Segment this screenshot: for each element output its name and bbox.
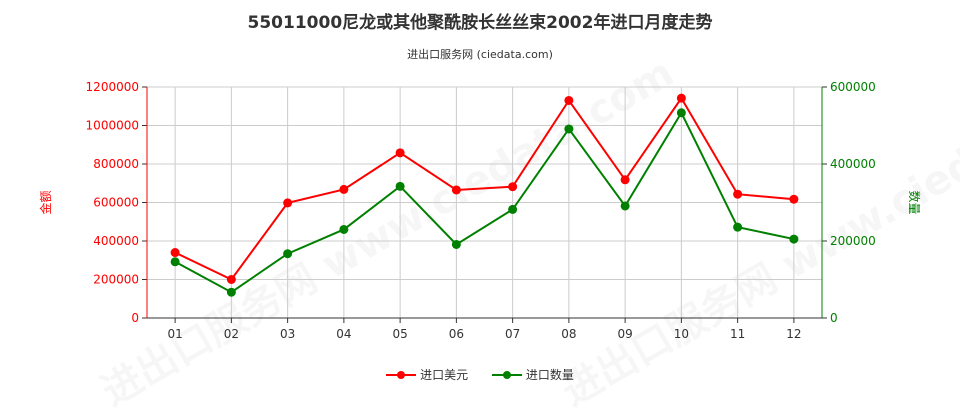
left-tick-label: 600000 — [93, 196, 139, 210]
data-point-usd — [226, 275, 236, 284]
legend-label-usd: 进口美元 — [420, 368, 469, 382]
data-point-qty — [283, 249, 293, 259]
left-tick-label: 400000 — [93, 234, 139, 248]
right-tick-label: 0 — [830, 311, 838, 325]
data-point-usd — [339, 184, 349, 194]
x-tick-label: 10 — [674, 327, 689, 341]
legend-swatch-usd — [386, 369, 417, 381]
x-tick-label: 11 — [730, 327, 745, 341]
data-point-qty — [733, 222, 743, 232]
right-tick-label: 600000 — [830, 80, 876, 94]
x-tick-label: 09 — [617, 327, 632, 341]
left-tick-label: 1200000 — [86, 80, 139, 94]
data-point-usd — [733, 189, 743, 199]
x-tick-label: 01 — [167, 327, 182, 341]
legend-item-qty[interactable]: 进口数量 — [491, 366, 574, 383]
legend-item-usd[interactable]: 进口美元 — [386, 366, 468, 383]
chart-title: 55011000尼龙或其他聚酰胺长丝丝束2002年进口月度走势 — [247, 13, 713, 33]
x-tick-label: 03 — [280, 327, 295, 341]
data-point-usd — [395, 148, 405, 158]
data-point-qty — [451, 239, 461, 249]
x-tick-label: 06 — [449, 327, 464, 341]
series-line-usd — [174, 96, 794, 281]
legend-label-qty: 进口数量 — [525, 368, 574, 382]
data-point-qty — [339, 224, 349, 234]
right-tick-label: 200000 — [830, 234, 876, 248]
data-point-usd — [676, 93, 686, 103]
left-tick-label: 200000 — [93, 273, 139, 287]
data-point-usd — [789, 194, 799, 204]
data-point-qty — [620, 201, 630, 211]
x-tick-label: 02 — [224, 327, 239, 341]
data-point-qty — [170, 257, 180, 267]
data-point-qty — [508, 204, 518, 214]
data-point-qty — [789, 234, 799, 244]
legend: 进口美元 进口数量 — [0, 366, 960, 384]
series-line-qty — [174, 110, 795, 294]
data-point-qty — [676, 108, 686, 118]
data-point-usd — [508, 182, 518, 192]
left-tick-label: 800000 — [93, 157, 139, 171]
data-point-usd — [451, 185, 461, 195]
data-point-usd — [564, 95, 574, 105]
left-axis-title: 金额 — [38, 190, 53, 214]
x-tick-label: 04 — [336, 327, 351, 341]
x-tick-label: 05 — [392, 327, 407, 341]
x-tick-label: 12 — [786, 327, 801, 341]
right-tick-label: 400000 — [830, 157, 876, 171]
data-point-qty — [564, 124, 574, 134]
left-tick-label: 1000000 — [86, 119, 139, 133]
data-point-usd — [620, 175, 630, 185]
data-point-usd — [283, 198, 293, 208]
right-axis-title: 数量 — [907, 190, 922, 214]
data-point-qty — [395, 181, 405, 191]
data-point-qty — [226, 287, 236, 297]
data-point-usd — [170, 248, 180, 258]
legend-swatch-qty — [491, 369, 522, 381]
left-tick-label: 0 — [131, 311, 139, 325]
x-tick-label: 07 — [505, 327, 520, 341]
line-chart: 0 200000 400000 600000 800000 1000000 1200000 0… — [38, 80, 922, 341]
chart-subtitle: 进出口服务网 (ciedata.com) — [407, 48, 553, 61]
x-tick-label: 08 — [561, 327, 576, 341]
